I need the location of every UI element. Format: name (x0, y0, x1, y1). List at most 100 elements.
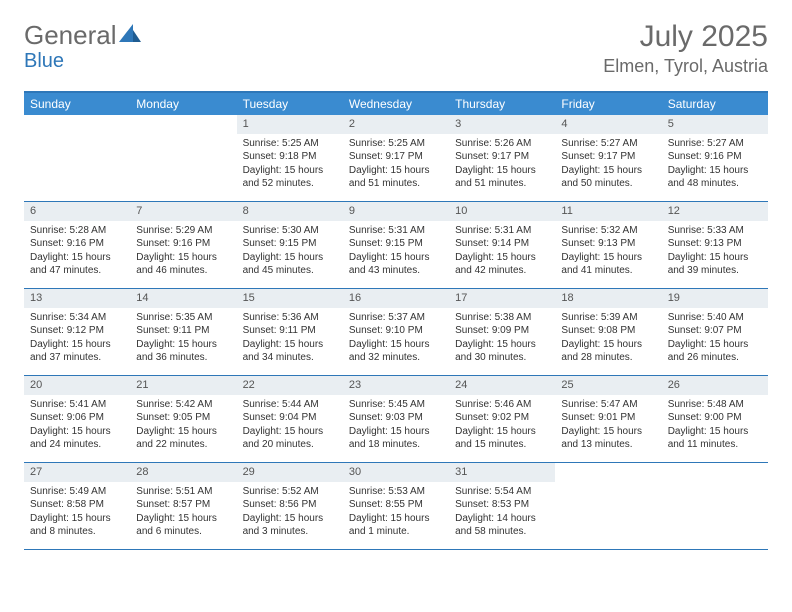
day-cell: 5Sunrise: 5:27 AMSunset: 9:16 PMDaylight… (662, 115, 768, 201)
location: Elmen, Tyrol, Austria (603, 56, 768, 77)
daylight-text: Daylight: 15 hours and 6 minutes. (136, 512, 230, 539)
sunset-text: Sunset: 9:07 PM (668, 324, 762, 338)
sunrise-text: Sunrise: 5:53 AM (349, 485, 443, 499)
sunrise-text: Sunrise: 5:27 AM (561, 137, 655, 151)
daylight-text: Daylight: 15 hours and 48 minutes. (668, 164, 762, 191)
daylight-text: Daylight: 15 hours and 37 minutes. (30, 338, 124, 365)
day-cell (24, 115, 130, 201)
week-row: 6Sunrise: 5:28 AMSunset: 9:16 PMDaylight… (24, 202, 768, 289)
day-cell: 11Sunrise: 5:32 AMSunset: 9:13 PMDayligh… (555, 202, 661, 288)
day-body: Sunrise: 5:28 AMSunset: 9:16 PMDaylight:… (24, 221, 130, 284)
day-number: 13 (24, 289, 130, 308)
day-cell: 20Sunrise: 5:41 AMSunset: 9:06 PMDayligh… (24, 376, 130, 462)
sunrise-text: Sunrise: 5:33 AM (668, 224, 762, 238)
sunset-text: Sunset: 8:53 PM (455, 498, 549, 512)
day-body: Sunrise: 5:33 AMSunset: 9:13 PMDaylight:… (662, 221, 768, 284)
day-number: 8 (237, 202, 343, 221)
day-number: 2 (343, 115, 449, 134)
day-number: 16 (343, 289, 449, 308)
day-number: 6 (24, 202, 130, 221)
day-cell: 21Sunrise: 5:42 AMSunset: 9:05 PMDayligh… (130, 376, 236, 462)
day-number: 10 (449, 202, 555, 221)
day-body: Sunrise: 5:44 AMSunset: 9:04 PMDaylight:… (237, 395, 343, 458)
sunrise-text: Sunrise: 5:32 AM (561, 224, 655, 238)
daylight-text: Daylight: 15 hours and 28 minutes. (561, 338, 655, 365)
day-body: Sunrise: 5:41 AMSunset: 9:06 PMDaylight:… (24, 395, 130, 458)
day-body: Sunrise: 5:49 AMSunset: 8:58 PMDaylight:… (24, 482, 130, 545)
day-cell: 30Sunrise: 5:53 AMSunset: 8:55 PMDayligh… (343, 463, 449, 549)
sunset-text: Sunset: 9:06 PM (30, 411, 124, 425)
sunset-text: Sunset: 9:11 PM (243, 324, 337, 338)
daylight-text: Daylight: 15 hours and 50 minutes. (561, 164, 655, 191)
day-body: Sunrise: 5:25 AMSunset: 9:17 PMDaylight:… (343, 134, 449, 197)
sunrise-text: Sunrise: 5:35 AM (136, 311, 230, 325)
daylight-text: Daylight: 15 hours and 22 minutes. (136, 425, 230, 452)
day-cell: 14Sunrise: 5:35 AMSunset: 9:11 PMDayligh… (130, 289, 236, 375)
sunrise-text: Sunrise: 5:31 AM (455, 224, 549, 238)
day-cell: 18Sunrise: 5:39 AMSunset: 9:08 PMDayligh… (555, 289, 661, 375)
sunset-text: Sunset: 8:58 PM (30, 498, 124, 512)
sunrise-text: Sunrise: 5:30 AM (243, 224, 337, 238)
sunrise-text: Sunrise: 5:46 AM (455, 398, 549, 412)
sunrise-text: Sunrise: 5:39 AM (561, 311, 655, 325)
daylight-text: Daylight: 15 hours and 13 minutes. (561, 425, 655, 452)
header: General July 2025 Elmen, Tyrol, Austria (24, 20, 768, 77)
weekday-monday: Monday (130, 93, 236, 115)
sunset-text: Sunset: 9:14 PM (455, 237, 549, 251)
sunset-text: Sunset: 9:16 PM (30, 237, 124, 251)
day-body: Sunrise: 5:35 AMSunset: 9:11 PMDaylight:… (130, 308, 236, 371)
sunset-text: Sunset: 9:18 PM (243, 150, 337, 164)
day-cell: 10Sunrise: 5:31 AMSunset: 9:14 PMDayligh… (449, 202, 555, 288)
sunrise-text: Sunrise: 5:28 AM (30, 224, 124, 238)
daylight-text: Daylight: 15 hours and 45 minutes. (243, 251, 337, 278)
weekday-sunday: Sunday (24, 93, 130, 115)
daylight-text: Daylight: 15 hours and 41 minutes. (561, 251, 655, 278)
day-cell: 17Sunrise: 5:38 AMSunset: 9:09 PMDayligh… (449, 289, 555, 375)
daylight-text: Daylight: 15 hours and 8 minutes. (30, 512, 124, 539)
daylight-text: Daylight: 15 hours and 42 minutes. (455, 251, 549, 278)
day-number: 20 (24, 376, 130, 395)
day-body: Sunrise: 5:34 AMSunset: 9:12 PMDaylight:… (24, 308, 130, 371)
sunset-text: Sunset: 9:08 PM (561, 324, 655, 338)
day-body: Sunrise: 5:54 AMSunset: 8:53 PMDaylight:… (449, 482, 555, 545)
day-cell: 25Sunrise: 5:47 AMSunset: 9:01 PMDayligh… (555, 376, 661, 462)
daylight-text: Daylight: 15 hours and 52 minutes. (243, 164, 337, 191)
day-body: Sunrise: 5:53 AMSunset: 8:55 PMDaylight:… (343, 482, 449, 545)
sunrise-text: Sunrise: 5:48 AM (668, 398, 762, 412)
sunset-text: Sunset: 9:13 PM (561, 237, 655, 251)
sunrise-text: Sunrise: 5:38 AM (455, 311, 549, 325)
day-cell: 1Sunrise: 5:25 AMSunset: 9:18 PMDaylight… (237, 115, 343, 201)
sunset-text: Sunset: 8:55 PM (349, 498, 443, 512)
month-title: July 2025 (603, 20, 768, 54)
week-row: 1Sunrise: 5:25 AMSunset: 9:18 PMDaylight… (24, 115, 768, 202)
day-number: 15 (237, 289, 343, 308)
sunrise-text: Sunrise: 5:45 AM (349, 398, 443, 412)
sunset-text: Sunset: 9:12 PM (30, 324, 124, 338)
sunrise-text: Sunrise: 5:42 AM (136, 398, 230, 412)
day-number: 22 (237, 376, 343, 395)
day-body: Sunrise: 5:52 AMSunset: 8:56 PMDaylight:… (237, 482, 343, 545)
sunset-text: Sunset: 9:02 PM (455, 411, 549, 425)
daylight-text: Daylight: 15 hours and 20 minutes. (243, 425, 337, 452)
weekday-wednesday: Wednesday (343, 93, 449, 115)
day-cell: 22Sunrise: 5:44 AMSunset: 9:04 PMDayligh… (237, 376, 343, 462)
weekday-header-row: Sunday Monday Tuesday Wednesday Thursday… (24, 93, 768, 115)
day-cell: 15Sunrise: 5:36 AMSunset: 9:11 PMDayligh… (237, 289, 343, 375)
day-body: Sunrise: 5:40 AMSunset: 9:07 PMDaylight:… (662, 308, 768, 371)
day-cell (555, 463, 661, 549)
daylight-text: Daylight: 15 hours and 39 minutes. (668, 251, 762, 278)
day-body: Sunrise: 5:25 AMSunset: 9:18 PMDaylight:… (237, 134, 343, 197)
day-cell (130, 115, 236, 201)
sunrise-text: Sunrise: 5:44 AM (243, 398, 337, 412)
day-body: Sunrise: 5:32 AMSunset: 9:13 PMDaylight:… (555, 221, 661, 284)
day-body: Sunrise: 5:51 AMSunset: 8:57 PMDaylight:… (130, 482, 236, 545)
weeks-container: 1Sunrise: 5:25 AMSunset: 9:18 PMDaylight… (24, 115, 768, 550)
day-cell: 29Sunrise: 5:52 AMSunset: 8:56 PMDayligh… (237, 463, 343, 549)
sunrise-text: Sunrise: 5:31 AM (349, 224, 443, 238)
day-cell: 24Sunrise: 5:46 AMSunset: 9:02 PMDayligh… (449, 376, 555, 462)
week-row: 20Sunrise: 5:41 AMSunset: 9:06 PMDayligh… (24, 376, 768, 463)
day-body: Sunrise: 5:31 AMSunset: 9:14 PMDaylight:… (449, 221, 555, 284)
daylight-text: Daylight: 15 hours and 46 minutes. (136, 251, 230, 278)
day-number: 12 (662, 202, 768, 221)
day-body: Sunrise: 5:30 AMSunset: 9:15 PMDaylight:… (237, 221, 343, 284)
